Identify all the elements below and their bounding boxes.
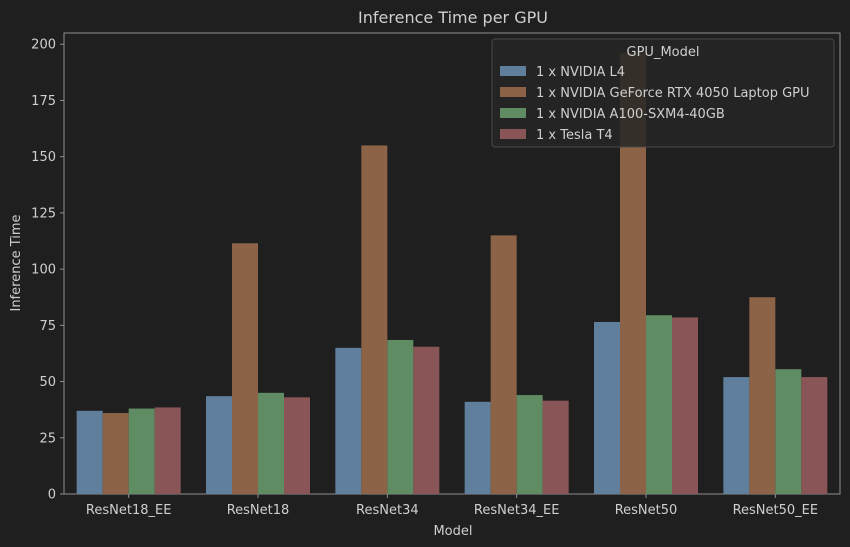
x-tick-label: ResNet18 <box>227 503 290 518</box>
bar-ResNet18_EE-series-0 <box>76 410 103 494</box>
y-axis-label: Inference Time <box>9 214 24 311</box>
bar-ResNet50_EE-series-2 <box>775 369 802 494</box>
x-axis-ticks: ResNet18_EE ResNet18 ResNet34 ResNet34_EE Re… <box>86 494 818 518</box>
bar-ResNet34-series-2 <box>387 339 414 494</box>
bar-ResNet34-series-3 <box>413 346 440 494</box>
chart-title: Inference Time per GPU <box>358 8 548 27</box>
legend-items: 1 x NVIDIA L4 1 x NVIDIA GeForce RTX 4050… <box>500 65 810 143</box>
bar-ResNet50-series-2 <box>646 315 672 494</box>
y-tick-label: 125 <box>31 206 56 221</box>
legend-label: 1 x NVIDIA A100-SXM4-40GB <box>536 107 725 122</box>
x-tick-label: ResNet50 <box>615 503 678 518</box>
x-tick-label: ResNet34_EE <box>474 503 560 518</box>
bar-ResNet18-series-0 <box>206 396 232 494</box>
bar-ResNet18-series-3 <box>284 397 310 494</box>
bar-ResNet34_EE-series-3 <box>542 400 569 494</box>
y-tick-label: 175 <box>31 94 56 109</box>
bars-group <box>76 53 828 495</box>
y-axis-ticks: 0 25 50 75 100 125 150 175 200 <box>31 38 64 503</box>
bar-ResNet18_EE-series-2 <box>128 408 155 494</box>
bar-ResNet34_EE-series-1 <box>490 235 517 494</box>
y-tick-label: 0 <box>48 488 56 503</box>
x-axis-label: Model <box>433 524 472 539</box>
legend-title: GPU_Model <box>627 45 700 60</box>
bar-ResNet18_EE-series-3 <box>154 407 181 494</box>
x-tick-label: ResNet50_EE <box>733 503 819 518</box>
x-tick-label: ResNet34 <box>356 503 419 518</box>
bar-ResNet34_EE-series-0 <box>464 401 491 494</box>
legend-box <box>491 38 835 148</box>
legend-swatch <box>500 129 526 139</box>
legend-label: 1 x NVIDIA L4 <box>536 65 625 80</box>
bar-ResNet50-series-3 <box>672 317 698 494</box>
legend-label: 1 x Tesla T4 <box>536 128 613 143</box>
y-tick-label: 200 <box>31 38 56 53</box>
legend-label: 1 x NVIDIA GeForce RTX 4050 Laptop GPU <box>536 86 810 101</box>
bar-ResNet18-series-2 <box>258 392 284 494</box>
bar-ResNet50_EE-series-1 <box>749 297 776 494</box>
y-tick-label: 50 <box>39 375 56 390</box>
legend-swatch <box>500 87 526 97</box>
y-tick-label: 100 <box>31 263 56 278</box>
bar-ResNet50_EE-series-0 <box>723 377 750 494</box>
bar-ResNet34-series-0 <box>335 347 362 494</box>
bar-ResNet34_EE-series-2 <box>516 395 543 494</box>
bar-ResNet50-series-0 <box>594 321 620 494</box>
x-tick-label: ResNet18_EE <box>86 503 172 518</box>
y-tick-label: 150 <box>31 150 56 165</box>
y-tick-label: 25 <box>39 431 56 446</box>
bar-ResNet50_EE-series-3 <box>801 377 828 494</box>
bar-ResNet34-series-1 <box>361 145 388 494</box>
legend-swatch <box>500 66 526 76</box>
bar-ResNet18_EE-series-1 <box>102 413 129 494</box>
bar-ResNet18-series-1 <box>232 243 258 494</box>
legend-swatch <box>500 108 526 118</box>
legend: GPU_Model 1 x NVIDIA L4 1 x NVIDIA GeForc… <box>491 38 835 148</box>
y-tick-label: 75 <box>39 319 56 334</box>
